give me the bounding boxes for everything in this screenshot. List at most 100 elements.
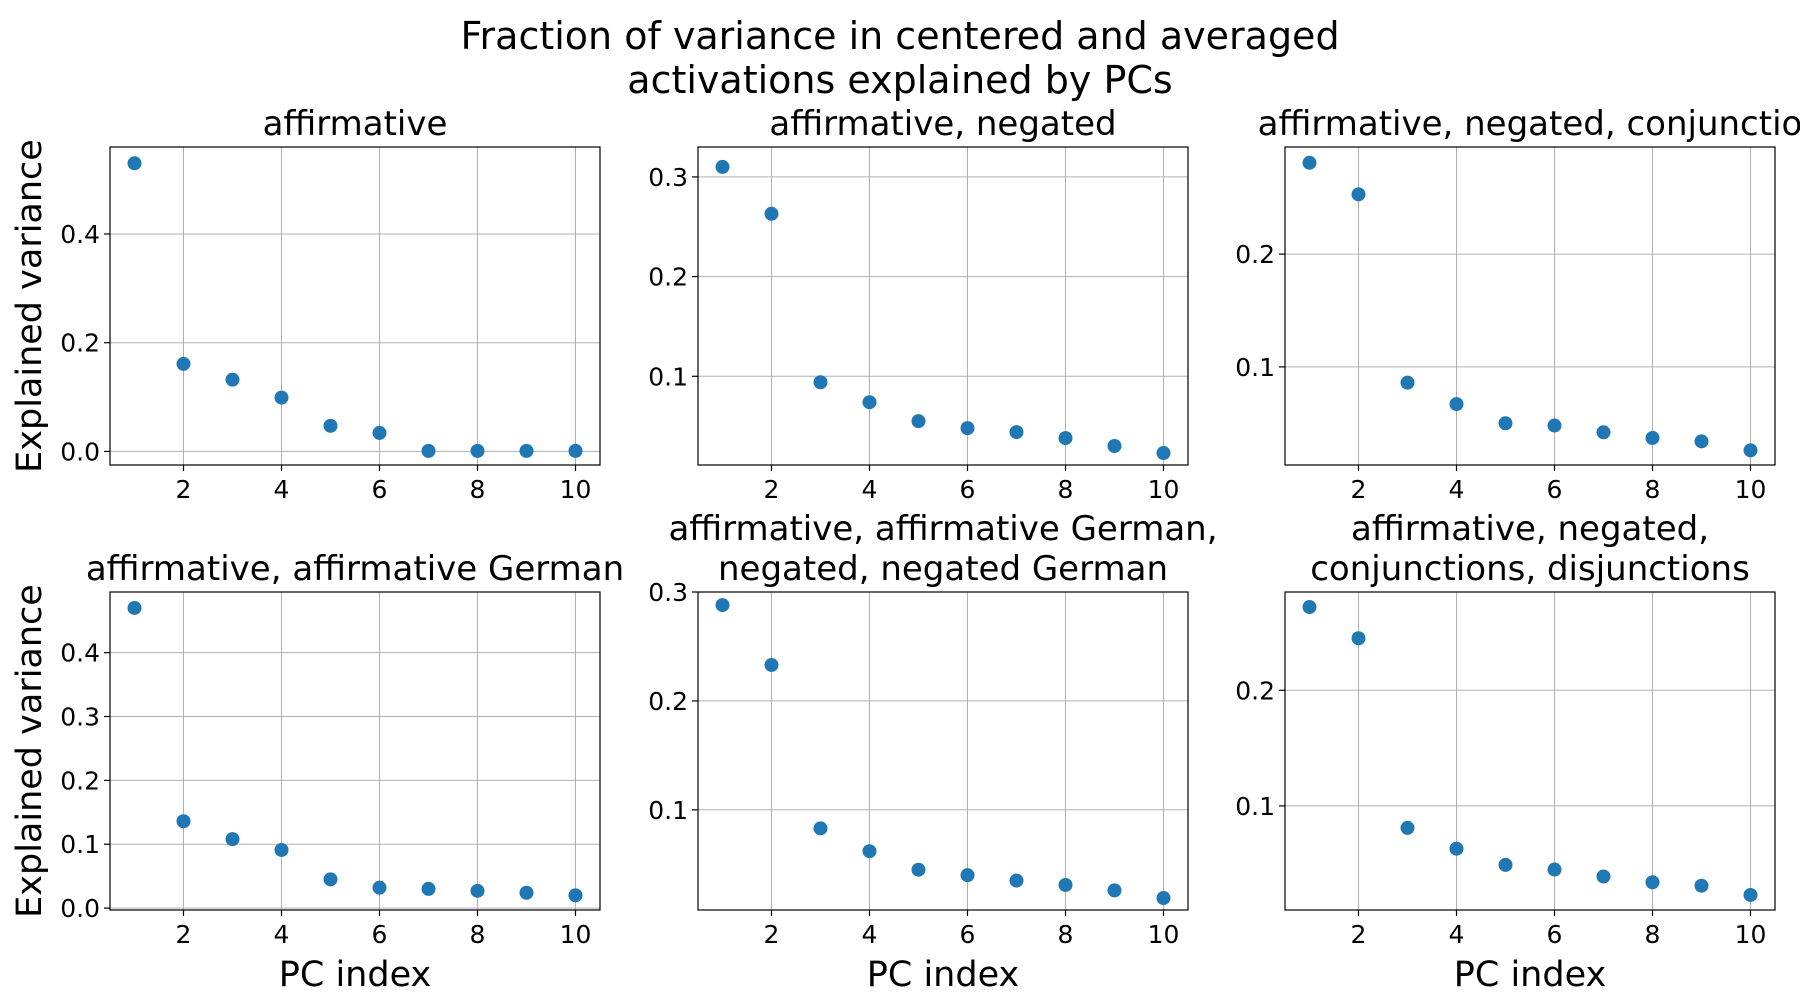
data-point [960, 421, 975, 436]
subplot-title: negated, negated German [718, 549, 1168, 589]
x-tick-label: 2 [176, 920, 192, 949]
data-point [1058, 877, 1073, 892]
data-point [1351, 187, 1366, 202]
x-tick-label: 2 [176, 475, 192, 504]
subplot-title: affirmative, affirmative German, [668, 509, 1217, 549]
subplot-title: affirmative [263, 104, 448, 144]
data-point [1694, 434, 1709, 449]
x-tick-label: 6 [1547, 475, 1563, 504]
data-point [1400, 820, 1415, 835]
data-point [568, 443, 583, 458]
data-point [862, 395, 877, 410]
x-tick-label: 8 [470, 475, 486, 504]
data-point [1449, 841, 1464, 856]
subplot-5: 2 4 6 8 10 0.1 0.2 0.3 affirmative, affirmative … [648, 509, 1217, 995]
data-point [1596, 869, 1611, 884]
data-point [1596, 425, 1611, 440]
data-point [225, 372, 240, 387]
data-point [813, 821, 828, 836]
plot-frame [1284, 591, 1776, 911]
x-axis-label: PC index [867, 955, 1019, 995]
subplot-2: 2 4 6 8 10 0.1 0.2 0.3 affirmative, negated [648, 104, 1189, 504]
x-tick-label: 10 [1148, 475, 1180, 504]
y-axis-label: Explained variance [10, 139, 50, 473]
data-point [1645, 430, 1660, 445]
x-tick-label: 4 [862, 920, 878, 949]
y-tick-label: 0.1 [1235, 792, 1275, 821]
data-point [470, 443, 485, 458]
data-point [1498, 857, 1513, 872]
data-point [813, 375, 828, 390]
x-tick-label: 6 [1547, 920, 1563, 949]
x-tick-label: 8 [1645, 475, 1661, 504]
x-tick-label: 4 [862, 475, 878, 504]
data-point [715, 159, 730, 174]
y-tick-label: 0.2 [60, 329, 100, 358]
x-tick-label: 2 [764, 475, 780, 504]
data-point [1449, 397, 1464, 412]
y-tick-label: 0.0 [60, 437, 100, 466]
subplot-3: 2 4 6 8 10 0.1 0.2 affirmative, negated, conjun… [1235, 104, 1800, 504]
plot-frame [109, 146, 601, 466]
data-point [176, 356, 191, 371]
x-axis-label: PC index [279, 955, 431, 995]
data-point [372, 425, 387, 440]
subplot-4: 2 4 6 8 10 0.0 0.1 0.2 0.3 0.4 affirmative, affirm… [10, 549, 624, 995]
data-point [1156, 891, 1171, 906]
x-tick-label: 10 [1735, 920, 1767, 949]
data-point [764, 657, 779, 672]
plot-frame [1284, 146, 1776, 466]
x-tick-label: 10 [560, 920, 592, 949]
data-point [1302, 155, 1317, 170]
x-tick-label: 2 [1351, 475, 1367, 504]
subplot-title: affirmative, negated, conjunctio [1258, 104, 1800, 144]
x-tick-label: 6 [372, 475, 388, 504]
data-point [1694, 878, 1709, 893]
y-tick-label: 0.2 [648, 263, 688, 292]
plot-frame [109, 591, 601, 911]
x-axis-label: PC index [1454, 955, 1606, 995]
data-point [1743, 887, 1758, 902]
data-point [1498, 416, 1513, 431]
y-axis-label: Explained variance [10, 584, 50, 918]
x-tick-label: 8 [470, 920, 486, 949]
data-point [1302, 600, 1317, 615]
figure-title-line-1: Fraction of variance in centered and ave… [460, 14, 1339, 58]
x-tick-label: 8 [1058, 475, 1074, 504]
data-point [911, 414, 926, 429]
data-point [1547, 862, 1562, 877]
x-tick-label: 6 [960, 475, 976, 504]
y-tick-label: 0.0 [60, 894, 100, 923]
x-tick-label: 8 [1645, 920, 1661, 949]
data-point [1009, 425, 1024, 440]
x-tick-label: 2 [1351, 920, 1367, 949]
subplot-title: affirmative, negated, [1351, 509, 1709, 549]
data-point [764, 206, 779, 221]
x-tick-label: 6 [372, 920, 388, 949]
x-tick-label: 6 [960, 920, 976, 949]
y-tick-label: 0.3 [648, 163, 688, 192]
data-point [372, 880, 387, 895]
plot-frame [697, 591, 1189, 911]
y-tick-label: 0.3 [648, 578, 688, 607]
x-tick-label: 4 [274, 475, 290, 504]
data-point [127, 156, 142, 171]
data-point [1156, 446, 1171, 461]
data-point [568, 888, 583, 903]
subplot-title: affirmative, affirmative German [86, 549, 624, 589]
data-point [176, 814, 191, 829]
y-tick-label: 0.3 [60, 703, 100, 732]
data-point [1743, 443, 1758, 458]
data-point [1107, 439, 1122, 454]
data-point [519, 443, 534, 458]
x-tick-label: 4 [274, 920, 290, 949]
y-tick-label: 0.2 [1235, 240, 1275, 269]
data-point [274, 390, 289, 405]
plot-frame [697, 146, 1189, 466]
data-point [1351, 631, 1366, 646]
y-tick-label: 0.1 [648, 796, 688, 825]
y-tick-label: 0.4 [60, 639, 100, 668]
y-tick-label: 0.2 [60, 766, 100, 795]
subplot-6: 2 4 6 8 10 0.1 0.2 affirmative, negated,conjunc… [1235, 509, 1776, 995]
